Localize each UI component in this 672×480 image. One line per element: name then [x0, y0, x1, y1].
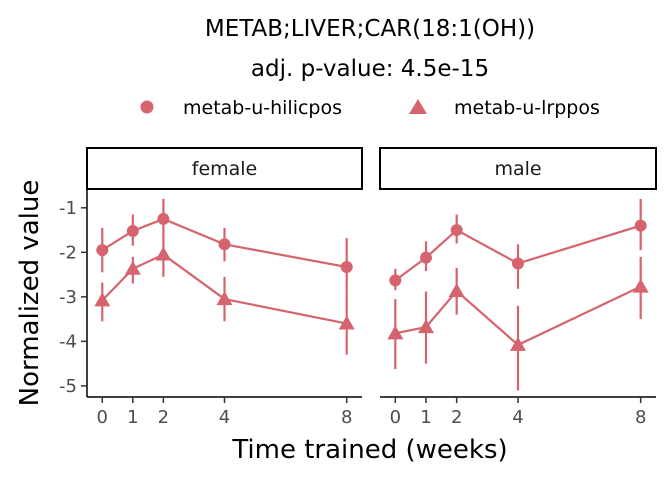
- facet-label-male: male: [494, 158, 541, 180]
- facet-strip-female: female: [86, 147, 363, 190]
- x-tick-label: 2: [158, 407, 169, 428]
- x-axis-title: Time trained (weeks): [231, 435, 507, 465]
- data-point-triangle: [510, 336, 526, 351]
- data-point-triangle: [387, 325, 404, 340]
- y-tick-label: -5: [59, 376, 77, 397]
- legend-label-series-1: metab-u-hilicpos: [183, 97, 342, 119]
- data-point-triangle: [418, 319, 434, 334]
- facet-strip-male: male: [379, 147, 657, 190]
- x-tick-label: 1: [127, 407, 138, 428]
- data-point-circle: [634, 219, 647, 232]
- x-tick-label: 2: [451, 407, 462, 428]
- data-point-triangle: [124, 260, 141, 275]
- legend-marker-circle: [140, 100, 154, 114]
- x-tick-label: 4: [219, 407, 230, 428]
- data-point-triangle: [94, 292, 111, 307]
- facet-label-female: female: [192, 158, 258, 180]
- data-point-circle: [218, 238, 231, 251]
- y-tick-label: -1: [59, 198, 77, 219]
- x-tick-label: 8: [635, 407, 646, 428]
- data-point-circle: [420, 251, 432, 264]
- data-point-circle: [512, 257, 524, 270]
- data-point-circle: [96, 244, 109, 257]
- y-tick-label: -3: [59, 287, 77, 308]
- data-point-circle: [126, 224, 139, 237]
- data-point-triangle: [448, 283, 465, 298]
- data-point-triangle: [216, 291, 233, 306]
- chart-subtitle: adj. p-value: 4.5e-15: [251, 56, 489, 82]
- data-point-circle: [389, 274, 402, 287]
- legend-label-series-2: metab-u-lrppos: [454, 97, 600, 119]
- legend-marker-triangle: [409, 99, 427, 114]
- y-tick-label: -4: [59, 331, 77, 352]
- data-point-triangle: [632, 278, 649, 293]
- x-tick-label: 4: [512, 407, 523, 428]
- chart-title: METAB;LIVER;CAR(18:1(OH)): [205, 16, 535, 42]
- y-tick-label: -2: [59, 242, 77, 263]
- data-point-circle: [340, 261, 353, 274]
- legend: metab-u-hilicpos metab-u-lrppos: [140, 97, 600, 119]
- x-tick-label: 1: [420, 407, 431, 428]
- data-point-circle: [450, 224, 463, 237]
- x-tick-label: 0: [97, 407, 108, 428]
- y-axis-title: Normalized value: [15, 180, 45, 407]
- y-axis: -1 -2 -3 -4 -5: [59, 190, 88, 397]
- data-point-triangle: [155, 246, 172, 261]
- x-tick-label: 8: [341, 407, 352, 428]
- data-point-circle: [157, 212, 170, 225]
- x-tick-label: 0: [390, 407, 401, 428]
- data-point-triangle: [338, 315, 355, 330]
